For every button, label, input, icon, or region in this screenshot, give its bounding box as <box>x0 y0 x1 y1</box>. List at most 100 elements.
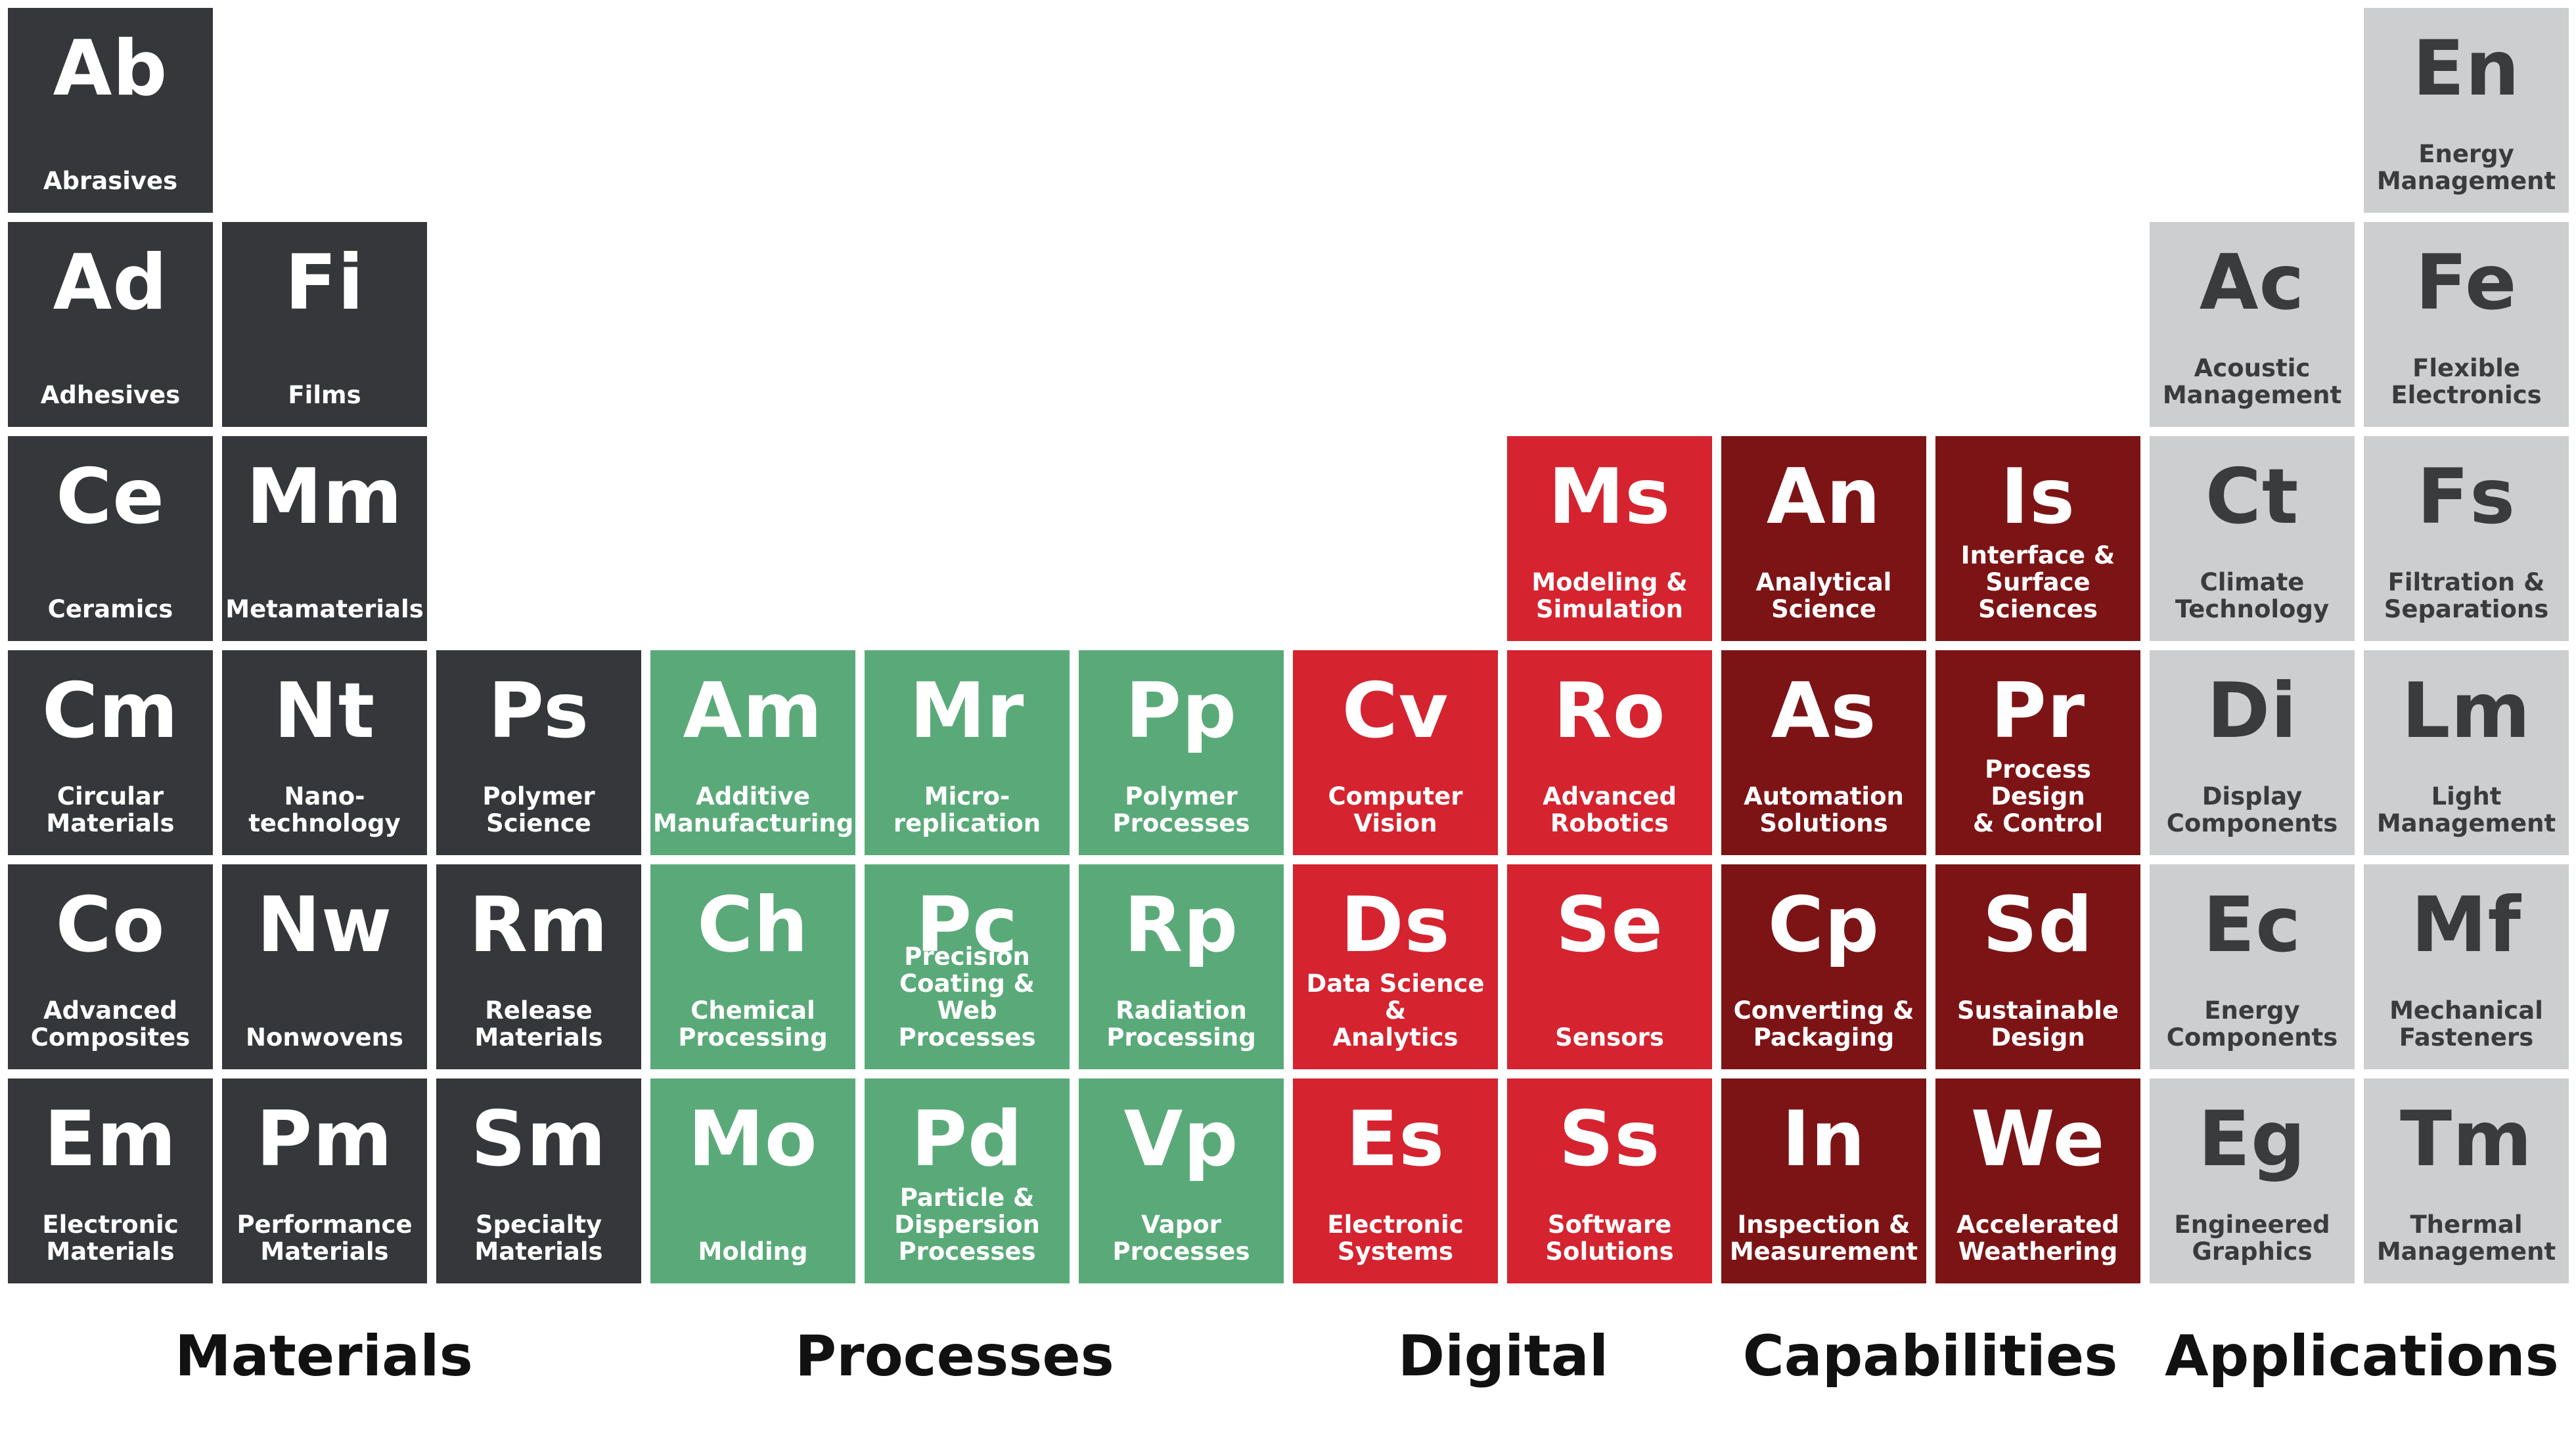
element-symbol: Mo <box>688 1095 818 1184</box>
element-ps[interactable]: Ps Polymer Science <box>436 650 641 855</box>
element-mo[interactable]: Mo Molding <box>650 1078 855 1283</box>
element-symbol: Is <box>2000 453 2076 541</box>
element-symbol: En <box>2412 24 2520 113</box>
element-name: Engineered Graphics <box>2174 1210 2330 1266</box>
element-name: Interface & Surface Sciences <box>1960 541 2115 623</box>
element-pr[interactable]: Pr Process Design & Control <box>1935 650 2140 855</box>
element-symbol: Fi <box>284 238 365 327</box>
element-symbol: Ac <box>2199 238 2305 327</box>
element-di[interactable]: Di Display Components <box>2150 650 2355 855</box>
element-symbol: Ro <box>1553 667 1666 755</box>
element-symbol: Di <box>2206 667 2298 755</box>
element-cp[interactable]: Cp Converting & Packaging <box>1721 864 1926 1069</box>
element-symbol: Nw <box>256 881 393 969</box>
element-rp[interactable]: Rp Radiation Processing <box>1079 864 1284 1069</box>
element-ab[interactable]: Ab Abrasives <box>8 8 213 213</box>
element-name: Modeling & Simulation <box>1531 568 1688 623</box>
element-sd[interactable]: Sd Sustainable Design <box>1935 864 2140 1069</box>
element-symbol: As <box>1771 667 1877 755</box>
element-lm[interactable]: Lm Light Management <box>2364 650 2569 855</box>
element-symbol: Ce <box>56 453 165 541</box>
element-name: Process Design & Control <box>1972 755 2104 837</box>
element-name: Polymer Processes <box>1112 782 1250 837</box>
element-eg[interactable]: Eg Engineered Graphics <box>2150 1078 2355 1283</box>
element-symbol: Ct <box>2205 453 2299 541</box>
element-rm[interactable]: Rm Release Materials <box>436 864 641 1069</box>
element-symbol: Rm <box>468 881 609 969</box>
element-name: Thermal Management <box>2376 1210 2556 1266</box>
element-symbol: Am <box>683 667 823 755</box>
element-ms[interactable]: Ms Modeling & Simulation <box>1507 436 1712 641</box>
element-symbol: Pp <box>1125 667 1238 755</box>
element-pc[interactable]: Pc Precision Coating & Web Processes <box>865 864 1070 1069</box>
element-name: Polymer Science <box>482 782 595 837</box>
element-symbol: Ad <box>53 238 168 327</box>
element-name: Energy Components <box>2166 996 2338 1052</box>
element-symbol: Pc <box>916 881 1018 969</box>
element-pd[interactable]: Pd Particle & Dispersion Processes <box>865 1078 1070 1283</box>
element-nt[interactable]: Nt Nano- technology <box>222 650 427 855</box>
element-fs[interactable]: Fs Filtration & Separations <box>2364 436 2569 641</box>
element-cv[interactable]: Cv Computer Vision <box>1293 650 1498 855</box>
element-name: Metamaterials <box>225 595 424 623</box>
element-name: Micro- replication <box>893 782 1041 837</box>
element-symbol: Ss <box>1558 1095 1661 1184</box>
category-label-materials: Materials <box>175 1323 473 1389</box>
element-symbol: An <box>1766 453 1882 541</box>
element-co[interactable]: Co Advanced Composites <box>8 864 213 1069</box>
element-symbol: Nt <box>273 667 376 755</box>
element-mf[interactable]: Mf Mechanical Fasteners <box>2364 864 2569 1069</box>
element-symbol: Co <box>55 881 166 969</box>
element-name: Chemical Processing <box>678 996 828 1052</box>
element-symbol: Pm <box>256 1095 393 1184</box>
element-mr[interactable]: Mr Micro- replication <box>865 650 1070 855</box>
element-pm[interactable]: Pm Performance Materials <box>222 1078 427 1283</box>
category-label-processes: Processes <box>795 1323 1114 1389</box>
element-en[interactable]: En Energy Management <box>2364 8 2569 213</box>
element-nw[interactable]: Nw Nonwovens <box>222 864 427 1069</box>
element-ct[interactable]: Ct Climate Technology <box>2150 436 2355 641</box>
element-symbol: Ds <box>1340 881 1451 969</box>
element-symbol: Ab <box>53 24 168 113</box>
element-name: Climate Technology <box>2175 568 2330 623</box>
element-ac[interactable]: Ac Acoustic Management <box>2150 222 2355 427</box>
element-symbol: Mf <box>2411 881 2521 969</box>
category-label-digital: Digital <box>1397 1323 1609 1389</box>
element-name: Advanced Composites <box>30 996 191 1052</box>
element-ch[interactable]: Ch Chemical Processing <box>650 864 855 1069</box>
element-name: Nonwovens <box>246 1023 403 1052</box>
element-name: Nano- technology <box>248 782 401 837</box>
element-ad[interactable]: Ad Adhesives <box>8 222 213 427</box>
element-ro[interactable]: Ro Advanced Robotics <box>1507 650 1712 855</box>
element-name: Advanced Robotics <box>1542 782 1677 837</box>
element-tm[interactable]: Tm Thermal Management <box>2364 1078 2569 1283</box>
element-as[interactable]: As Automation Solutions <box>1721 650 1926 855</box>
element-fe[interactable]: Fe Flexible Electronics <box>2364 222 2569 427</box>
element-name: Electronic Materials <box>42 1210 179 1266</box>
element-se[interactable]: Se Sensors <box>1507 864 1712 1069</box>
element-we[interactable]: We Accelerated Weathering <box>1935 1078 2140 1283</box>
element-name: Abrasives <box>43 167 178 195</box>
element-vp[interactable]: Vp Vapor Processes <box>1079 1078 1284 1283</box>
element-cm[interactable]: Cm Circular Materials <box>8 650 213 855</box>
element-an[interactable]: An Analytical Science <box>1721 436 1926 641</box>
element-symbol: Pr <box>1990 667 2086 755</box>
element-ce[interactable]: Ce Ceramics <box>8 436 213 641</box>
element-in[interactable]: In Inspection & Measurement <box>1721 1078 1926 1283</box>
element-symbol: Fs <box>2416 453 2516 541</box>
element-mm[interactable]: Mm Metamaterials <box>222 436 427 641</box>
element-ss[interactable]: Ss Software Solutions <box>1507 1078 1712 1283</box>
element-symbol: Em <box>43 1095 177 1184</box>
element-symbol: We <box>1970 1095 2106 1184</box>
category-label-capabilities: Capabilities <box>1742 1323 2118 1389</box>
element-ds[interactable]: Ds Data Science & Analytics <box>1293 864 1498 1069</box>
element-em[interactable]: Em Electronic Materials <box>8 1078 213 1283</box>
element-es[interactable]: Es Electronic Systems <box>1293 1078 1498 1283</box>
element-fi[interactable]: Fi Films <box>222 222 427 427</box>
element-is[interactable]: Is Interface & Surface Sciences <box>1935 436 2140 641</box>
element-pp[interactable]: Pp Polymer Processes <box>1079 650 1284 855</box>
element-name: Sustainable Design <box>1957 996 2119 1052</box>
element-sm[interactable]: Sm Specialty Materials <box>436 1078 641 1283</box>
element-ec[interactable]: Ec Energy Components <box>2150 864 2355 1069</box>
element-am[interactable]: Am Additive Manufacturing <box>650 650 855 855</box>
